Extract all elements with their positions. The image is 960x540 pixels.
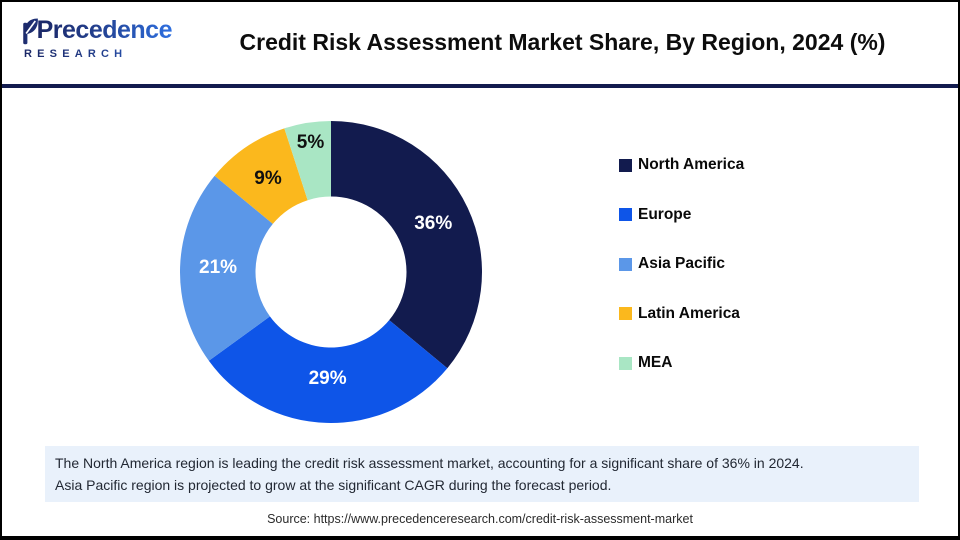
donut-slice — [208, 316, 448, 423]
legend-item-asia-pacific: Asia Pacific — [619, 254, 744, 274]
legend-swatch — [619, 307, 632, 320]
header: Precedence RESEARCH Credit Risk Assessme… — [2, 2, 958, 84]
brand-name: Precedence — [36, 16, 173, 44]
header-divider — [2, 84, 958, 88]
chart-legend: North America Europe Asia Pacific Latin … — [619, 155, 744, 373]
brand-subname: RESEARCH — [24, 48, 172, 60]
legend-swatch — [619, 208, 632, 221]
slice-value-label: 9% — [254, 168, 282, 190]
highlight-note: The North America region is leading the … — [45, 446, 919, 502]
note-line-2: Asia Pacific region is projected to grow… — [55, 477, 612, 493]
legend-label: Europe — [638, 205, 692, 223]
legend-item-latin-america: Latin America — [619, 304, 744, 324]
legend-swatch — [619, 356, 632, 370]
slice-value-label: 36% — [414, 212, 453, 234]
legend-item-mea: MEA — [619, 353, 744, 373]
legend-label: MEA — [638, 354, 673, 371]
leaf-logo-icon — [23, 18, 38, 45]
donut-chart: 36% 29% 21% 9% 5% — [180, 121, 482, 423]
legend-label: Latin America — [638, 304, 740, 322]
donut-slice — [331, 121, 482, 369]
source-text: Source: https://www.precedenceresearch.c… — [267, 512, 693, 526]
slice-value-label: 21% — [199, 257, 238, 279]
legend-item-north-america: North America — [619, 155, 744, 175]
note-line-1: The North America region is leading the … — [55, 455, 804, 471]
slice-value-label: 29% — [308, 367, 347, 389]
legend-label: Asia Pacific — [638, 255, 726, 272]
donut-svg — [180, 121, 482, 423]
page-title: Credit Risk Assessment Market Share, By … — [239, 29, 886, 55]
legend-swatch — [619, 158, 632, 172]
legend-item-europe: Europe — [619, 205, 744, 225]
donut-slice — [284, 121, 331, 201]
legend-label: North America — [638, 156, 745, 173]
brand-logo: Precedence RESEARCH — [22, 15, 173, 60]
donut-slice — [214, 128, 308, 224]
donut-slice — [180, 175, 273, 361]
legend-swatch — [619, 257, 632, 271]
slice-value-label: 5% — [296, 131, 325, 153]
